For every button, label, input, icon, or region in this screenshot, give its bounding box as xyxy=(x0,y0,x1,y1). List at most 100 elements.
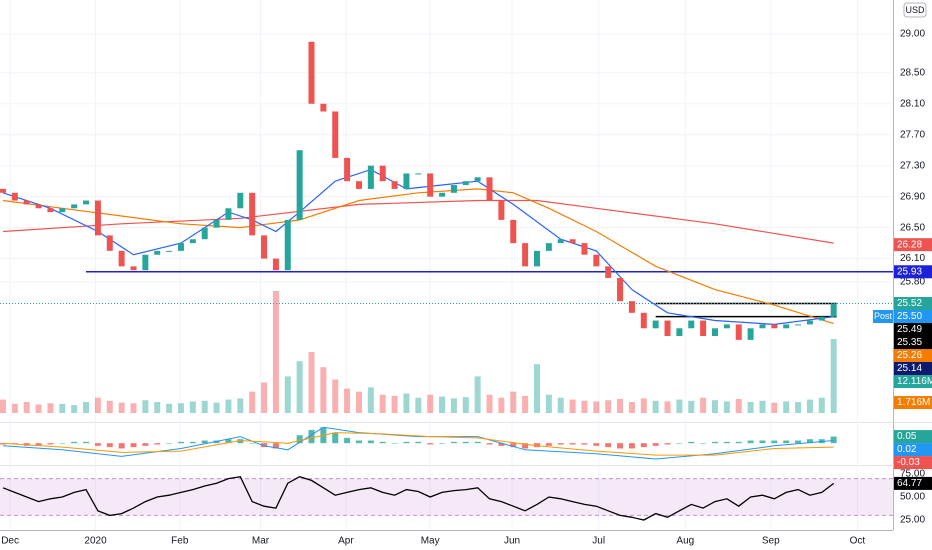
volume-bar xyxy=(771,402,778,413)
volume-bar xyxy=(522,395,529,413)
candle xyxy=(403,173,410,189)
macd-histogram xyxy=(308,429,315,444)
candle xyxy=(308,41,315,104)
volume-bar xyxy=(818,397,825,413)
macd-histogram xyxy=(94,443,101,446)
candle xyxy=(344,157,351,182)
y-tick-label: 50.00 xyxy=(900,492,925,503)
candle xyxy=(723,324,730,329)
macd-histogram xyxy=(711,441,718,444)
price-badge xyxy=(894,265,932,279)
volume-bar xyxy=(320,367,327,413)
candle xyxy=(11,192,18,201)
macd-histogram xyxy=(106,443,113,448)
moving-average xyxy=(2,188,834,325)
volume-bar xyxy=(177,403,184,413)
macd-histogram xyxy=(177,441,184,444)
macd-histogram xyxy=(201,440,208,444)
candle xyxy=(498,200,505,220)
candle xyxy=(830,303,837,317)
volume-bar xyxy=(498,397,505,413)
price-badge xyxy=(894,362,932,376)
volume-bar xyxy=(94,397,101,413)
macd-histogram xyxy=(344,437,351,444)
candle xyxy=(427,173,434,197)
volume-bar xyxy=(154,402,161,413)
candle xyxy=(688,320,695,329)
candle xyxy=(59,208,66,213)
macd-histogram xyxy=(522,443,529,449)
volume-bar xyxy=(427,394,434,413)
post-tag-label: Post xyxy=(874,311,893,321)
candle xyxy=(593,254,600,267)
candle xyxy=(711,328,718,337)
y-tick-label: 27.30 xyxy=(900,160,925,171)
candle xyxy=(640,312,647,329)
volume-bar xyxy=(201,400,208,413)
x-tick-label: Jul xyxy=(592,536,605,547)
macd-histogram xyxy=(427,443,434,445)
candle xyxy=(237,192,244,209)
macd-histogram xyxy=(47,443,54,445)
y-tick-label: 28.10 xyxy=(900,98,925,109)
macd-histogram xyxy=(735,441,742,444)
candle xyxy=(486,177,493,201)
volume-bar xyxy=(35,404,42,413)
volume-bar xyxy=(83,402,90,413)
price-badge-label: 25.26 xyxy=(897,350,922,361)
macd-histogram xyxy=(391,443,398,444)
macd-histogram xyxy=(593,443,600,446)
macd-histogram xyxy=(142,443,149,446)
price-badge-label: 25.50 xyxy=(897,311,922,322)
price-badge-label: 25.49 xyxy=(897,324,922,335)
candle xyxy=(557,239,564,244)
volume-bar xyxy=(272,290,279,413)
price-badge-label: 25.35 xyxy=(897,337,922,348)
volume-bar xyxy=(605,400,612,413)
volume-bar xyxy=(59,403,66,413)
y-tick-label: 25.00 xyxy=(900,515,925,526)
volume-bar xyxy=(533,364,540,413)
volume-bar xyxy=(676,399,683,413)
candle xyxy=(249,192,256,236)
candle xyxy=(296,150,303,220)
volume-bar xyxy=(11,403,18,413)
price-badge xyxy=(894,375,932,389)
post-tag xyxy=(873,310,893,324)
volume-bar xyxy=(450,398,457,413)
macd-histogram xyxy=(403,441,410,444)
volume-bar xyxy=(344,388,351,413)
volume-bar xyxy=(391,395,398,413)
x-tick-label: Apr xyxy=(338,536,354,547)
macd-histogram xyxy=(59,443,66,444)
macd-histogram xyxy=(640,443,647,448)
price-badge xyxy=(894,310,932,324)
macd-histogram xyxy=(154,443,161,445)
currency[interactable]: USD xyxy=(905,5,925,15)
price-badge xyxy=(894,336,932,350)
x-tick-label: May xyxy=(421,536,440,547)
volume-bar xyxy=(700,397,707,413)
price-badge xyxy=(894,297,932,311)
volume-bar xyxy=(166,403,173,413)
candle xyxy=(130,266,137,271)
macd-histogram xyxy=(355,440,362,444)
candle xyxy=(106,235,113,251)
volume-bar xyxy=(23,402,30,413)
candle xyxy=(71,204,78,209)
volume-bar xyxy=(545,394,552,413)
volume-bar xyxy=(617,398,624,413)
price-badge xyxy=(894,456,932,470)
macd-histogram xyxy=(628,443,635,449)
candle xyxy=(23,200,30,205)
macd-histogram xyxy=(0,443,6,445)
macd-histogram xyxy=(35,443,42,446)
macd-histogram xyxy=(415,441,422,444)
candle xyxy=(474,177,481,182)
macd-histogram xyxy=(237,439,244,444)
currency-box[interactable] xyxy=(903,2,927,18)
volume-bar xyxy=(593,401,600,413)
macd-histogram xyxy=(557,443,564,445)
volume-bar xyxy=(510,391,517,413)
